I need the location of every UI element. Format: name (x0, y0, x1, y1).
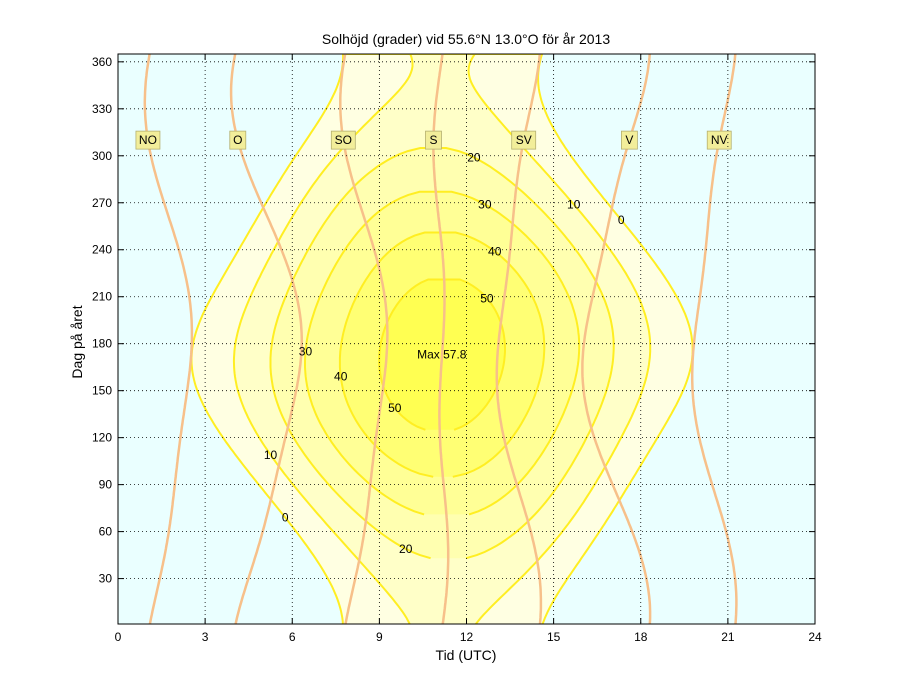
x-tick-label: 24 (808, 630, 822, 644)
contour-label-0: 0 (282, 511, 289, 525)
contour-labels: 0 0 10 10 20 20 30 30 40 40 50 50 (264, 150, 625, 556)
azimuth-label-v: V (625, 133, 633, 147)
y-tick-label: 270 (92, 196, 112, 210)
contour-label-10: 10 (567, 197, 581, 211)
azimuth-label-box-so (330, 130, 356, 150)
contour-label-20: 20 (467, 150, 481, 164)
azimuth-label-s: S (429, 133, 437, 147)
contour-label-50: 50 (480, 291, 494, 305)
chart-title: Solhöjd (grader) vid 55.6°N 13.0°O för å… (322, 31, 610, 47)
x-tick-label: 15 (547, 630, 561, 644)
azimuth-labels: NO O SO S SV V NV (135, 130, 732, 150)
contour-label-10: 10 (264, 448, 278, 462)
axes: 0 3 6 9 12 15 18 21 24 30 60 90 120 150 180 210 240 270 30… (92, 53, 822, 644)
x-tick-label: 18 (634, 630, 648, 644)
contour-label-30: 30 (299, 345, 313, 359)
contour-label-0: 0 (618, 213, 625, 227)
y-tick-label: 150 (92, 384, 112, 398)
y-tick-label: 60 (99, 525, 113, 539)
x-tick-label: 3 (202, 630, 209, 644)
azimuth-label-so: SO (335, 133, 352, 147)
azimuth-label-box-sv (511, 130, 537, 150)
x-tick-label: 6 (289, 630, 296, 644)
x-tick-label: 9 (376, 630, 383, 644)
max-annotation: Max 57.8 (417, 348, 467, 362)
contour-label-40: 40 (488, 244, 502, 258)
y-tick-label: 240 (92, 243, 112, 257)
y-tick-label: 120 (92, 431, 112, 445)
contour-line-0 (190, 54, 694, 624)
y-tick-label: 360 (92, 55, 112, 69)
contour-label-20: 20 (399, 542, 413, 556)
azimuth-label-no: NO (139, 133, 157, 147)
plot-frame (117, 53, 816, 625)
azimuth-label-box-no (135, 130, 161, 150)
contour-label-40: 40 (334, 370, 348, 384)
azimuth-label-nv: NV (711, 133, 728, 147)
x-tick-label: 0 (115, 630, 122, 644)
x-tick-label: 12 (460, 630, 474, 644)
contour-line-10 (232, 54, 652, 624)
azimuth-label-box-v (621, 130, 638, 150)
x-tick-label: 21 (721, 630, 735, 644)
azimuth-label-box-o (229, 130, 247, 150)
contour-label-50: 50 (388, 401, 402, 415)
plot-area (118, 54, 815, 624)
y-tick-label: 90 (99, 478, 113, 492)
azimuth-label-o: O (233, 133, 242, 147)
contour-label-30: 30 (478, 197, 492, 211)
y-tick-label: 210 (92, 290, 112, 304)
azimuth-label-box-s (425, 130, 442, 150)
y-tick-label: 180 (92, 337, 112, 351)
azimuth-label-box-nv (706, 130, 732, 150)
azimuth-label-sv: SV (516, 133, 532, 147)
y-tick-label: 300 (92, 149, 112, 163)
y-axis-label: Dag på året (69, 305, 85, 378)
y-tick-label: 330 (92, 102, 112, 116)
x-axis-label: Tid (UTC) (436, 647, 497, 663)
y-tick-label: 30 (99, 572, 113, 586)
